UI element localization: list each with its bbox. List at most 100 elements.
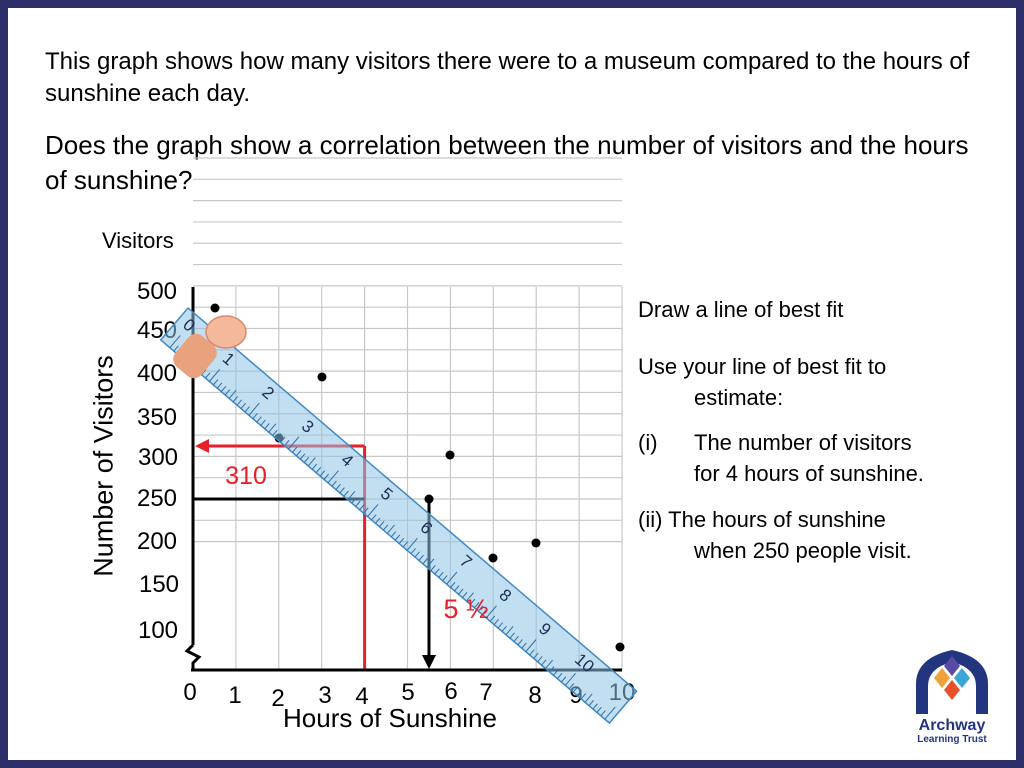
ruler-tick [473, 602, 480, 609]
y-tick-label: 250 [137, 485, 177, 512]
ruler-tick [232, 396, 239, 403]
ruler-tick [485, 605, 497, 619]
ruler-tick [410, 548, 416, 555]
task-estimate-line1: Use your line of best fit to [638, 354, 887, 379]
y-tick-label: 200 [137, 528, 177, 555]
x-tick-label: 7 [479, 679, 492, 706]
ruler-tick [414, 551, 420, 558]
ruler-tick [303, 456, 310, 463]
ruler-tick [549, 666, 555, 673]
item-ii-line1: (ii) The hours of sunshine [638, 507, 886, 532]
x-tick-label: 8 [528, 682, 541, 709]
ruler-tick [600, 710, 606, 717]
data-point [445, 450, 455, 460]
ruler-tick [311, 463, 318, 470]
ruler-tick [209, 369, 221, 382]
ruler-tick [351, 497, 357, 504]
ruler-tick [173, 345, 179, 352]
data-point [531, 538, 541, 548]
ruler-tick [529, 649, 535, 656]
ruler-tick [469, 598, 476, 605]
ruler-tick [572, 686, 579, 693]
y-tick-label: 300 [138, 444, 178, 471]
data-point [210, 303, 220, 313]
axis-break-icon [184, 643, 202, 670]
ruler-tick [525, 639, 537, 652]
ruler-tick [216, 382, 223, 389]
ruler-tick [224, 389, 231, 396]
ruler-tick [418, 554, 424, 561]
ruler-tick [220, 385, 227, 392]
data-point [615, 642, 625, 652]
ruler-frame [159, 306, 638, 725]
ruler-tick [556, 673, 563, 680]
arrow-left-icon [195, 439, 209, 453]
logo-line2: Learning Trust [917, 734, 987, 744]
ruler-tick [240, 402, 246, 409]
ruler-tick [335, 483, 341, 490]
ruler-tick [386, 524, 395, 534]
ruler-tick [564, 672, 577, 686]
item-i-number: (i) [638, 430, 658, 455]
ruler-tick [394, 534, 401, 541]
answer-5-5-label: 5 ½ [443, 594, 488, 624]
ruler-tick [466, 592, 474, 602]
finger-icon [173, 333, 217, 379]
item-i-line1: The number of visitors [694, 430, 912, 455]
ruler-tick [327, 470, 339, 484]
ruler-tick [295, 450, 302, 457]
item-i-line2: for 4 hours of sunshine. [694, 461, 924, 486]
y-tick-label: 400 [137, 360, 177, 387]
ruler-tick [375, 517, 381, 524]
ruler-tick [462, 591, 468, 598]
x-axis-label: Hours of Sunshine [283, 703, 497, 733]
ruler-tick [363, 507, 369, 514]
ruler-tick [315, 467, 322, 474]
ruler-tick [264, 423, 270, 430]
ruler-tick [509, 632, 515, 639]
ruler-tick [541, 659, 547, 666]
ruler-tick [422, 558, 428, 565]
task-estimate-line2: estimate: [694, 385, 784, 410]
ruler-tick [280, 436, 286, 443]
ruler-tick [256, 416, 262, 423]
data-point [488, 553, 498, 563]
ruler-tick [299, 453, 306, 460]
ruler-tick [382, 524, 389, 531]
ruler-tick [430, 564, 436, 571]
hand-icon [205, 315, 247, 349]
ruler-tick [458, 588, 464, 595]
ruler-tick [292, 446, 298, 453]
ruler-tick [434, 568, 440, 575]
x-tick-label: 2 [271, 685, 284, 712]
ruler-tick [402, 541, 409, 548]
logo-line1: Archway [919, 717, 986, 734]
ruler-tick [446, 571, 458, 585]
ruler-tick [323, 473, 329, 480]
ruler-tick [347, 491, 356, 501]
ruler-tick [553, 669, 559, 676]
question-text: Does the graph show a correlation betwee… [45, 130, 969, 195]
y-tick-label: 500 [137, 278, 177, 305]
y-tick-label: 150 [139, 571, 179, 598]
ruler-tick [497, 622, 503, 629]
data-point [317, 372, 327, 382]
ruler-tick [426, 558, 435, 568]
ruler-tick [521, 642, 527, 649]
y-axis-label: Number of Visitors [88, 355, 119, 577]
ruler-tick [319, 470, 326, 477]
x-tick-label: 1 [228, 682, 241, 709]
ruler-tick [367, 504, 379, 517]
ruler-tick [260, 419, 266, 426]
ruler-tick [339, 487, 345, 494]
ruler-tick [236, 399, 242, 406]
ruler-tick [276, 433, 282, 440]
intro-text: This graph shows how many visitors there… [45, 48, 970, 107]
ruler-tick [588, 700, 594, 707]
ruler-tick [592, 703, 598, 710]
archway-logo: Archway Learning Trust [916, 650, 988, 744]
ruler-tick [212, 379, 219, 386]
ruler-tick [545, 659, 554, 669]
annotations: 310 5 ½ [225, 462, 488, 624]
